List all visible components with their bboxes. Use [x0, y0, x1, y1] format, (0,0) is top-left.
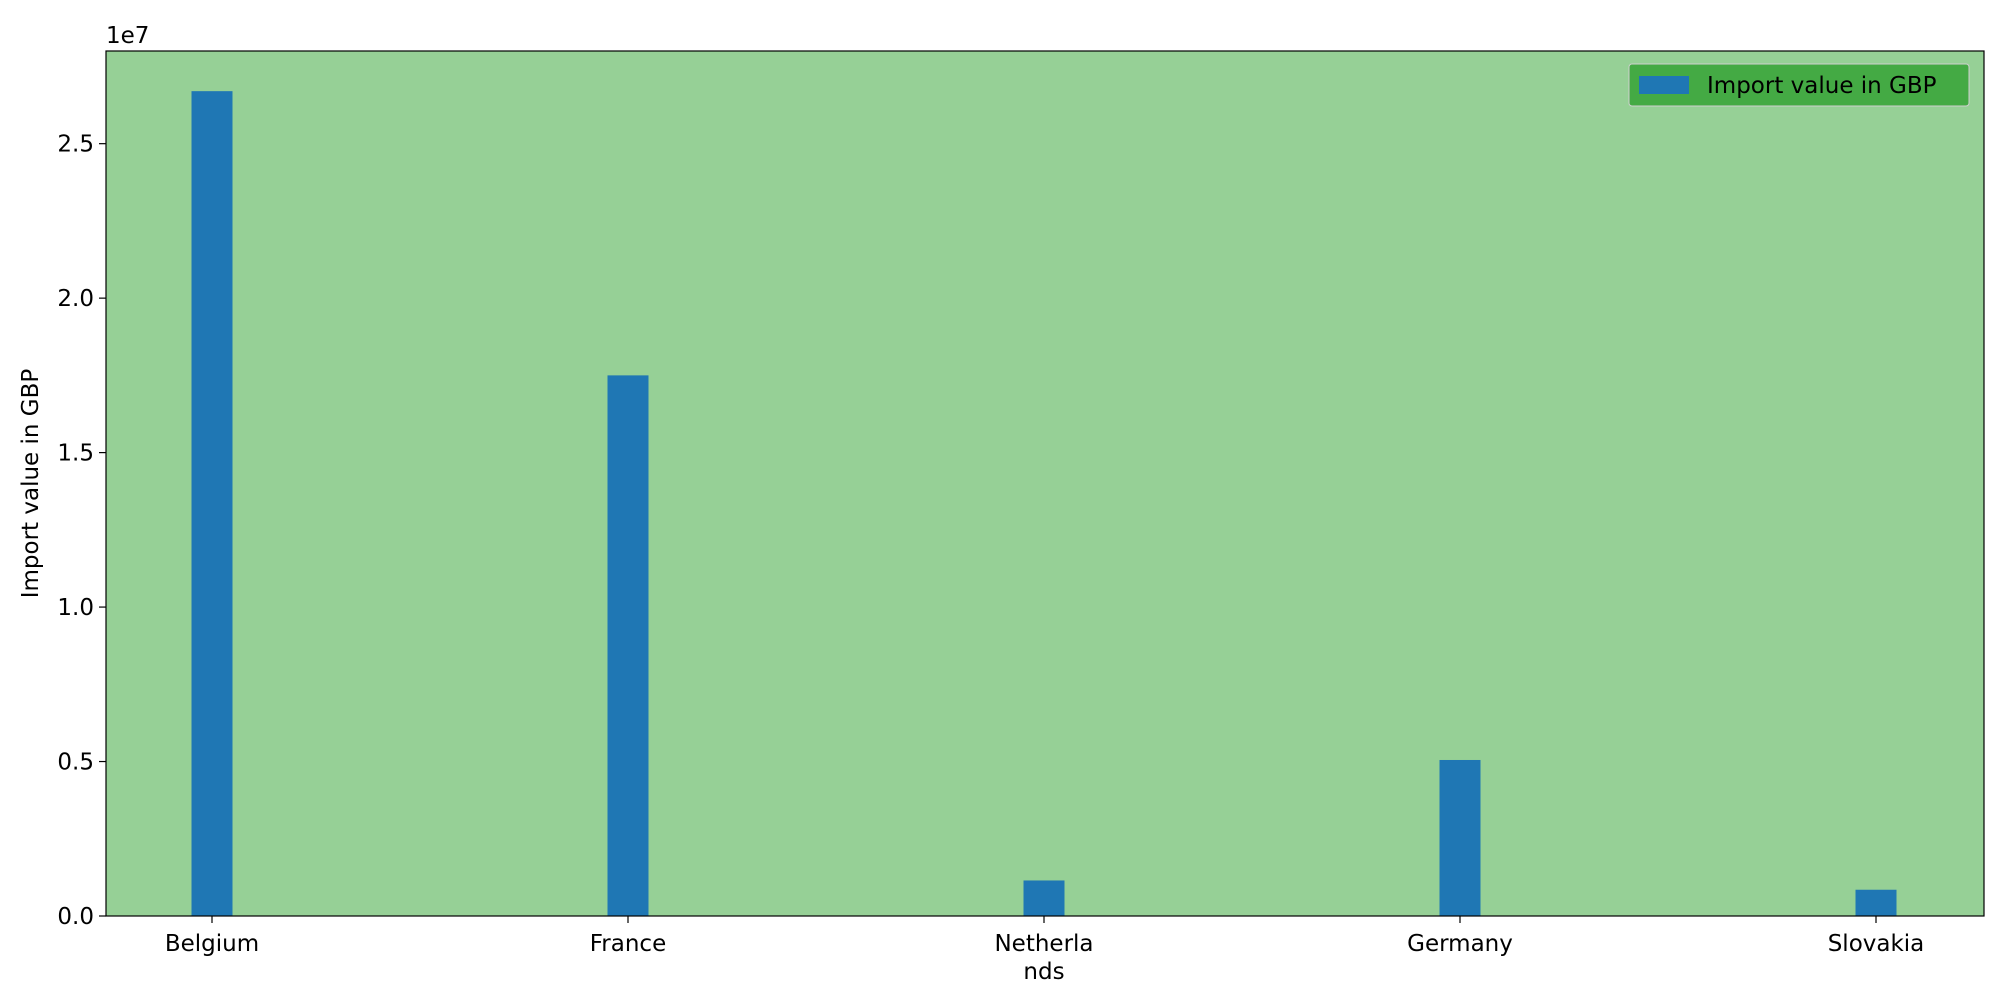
y-tick-label: 2.5: [57, 132, 94, 158]
y-tick-label: 0.0: [57, 904, 94, 930]
bar-france: [607, 375, 649, 916]
x-tick-label: nds: [1023, 959, 1064, 985]
bar-netherlands: [1023, 880, 1065, 916]
y-axis-ticks: 0.0 0.5 1.0 1.5 2.0 2.5: [57, 132, 106, 930]
bar-germany: [1439, 759, 1481, 916]
legend: Import value in GBP: [1628, 63, 1970, 107]
bar-slovakia: [1855, 889, 1897, 916]
x-tick-label: Netherla: [994, 931, 1093, 957]
y-tick-label: 2.0: [57, 286, 94, 312]
legend-label: Import value in GBP: [1707, 73, 1937, 99]
legend-box: [1628, 63, 1970, 107]
y-offset-label: 1e7: [106, 23, 149, 49]
plot-background: [106, 51, 1984, 916]
x-tick-label: Germany: [1407, 931, 1513, 957]
x-tick-label: Slovakia: [1828, 931, 1925, 957]
bars-layer: [191, 91, 1897, 917]
x-tick-label: France: [590, 931, 666, 957]
y-tick-label: 1.0: [57, 595, 94, 621]
bar-belgium: [191, 91, 233, 917]
plot-frame: [105, 50, 1985, 917]
legend-swatch: [1639, 76, 1689, 94]
y-tick-label: 1.5: [57, 441, 94, 467]
x-tick-label: Belgium: [165, 931, 259, 957]
y-tick-label: 0.5: [57, 750, 94, 776]
y-axis-label: Import value in GBP: [18, 369, 44, 599]
